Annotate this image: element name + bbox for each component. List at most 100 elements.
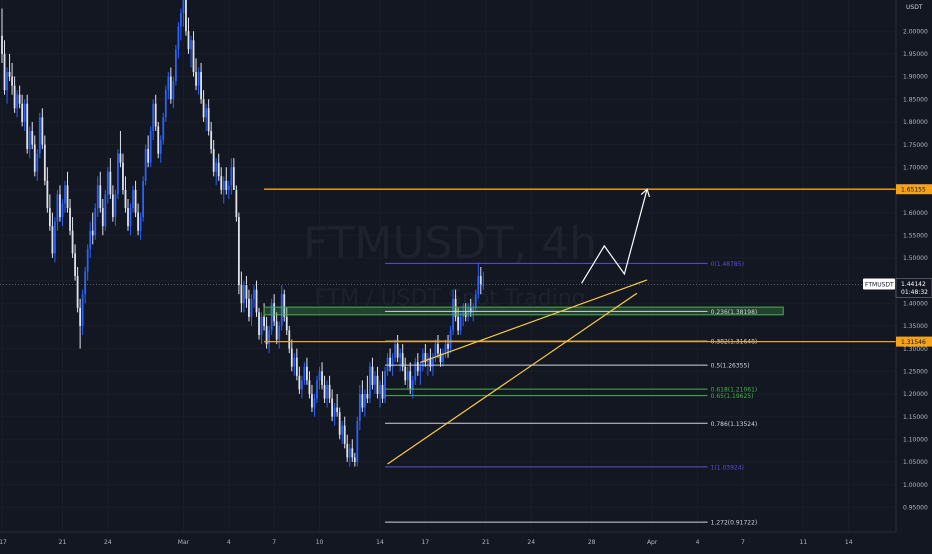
candle-body [331, 398, 334, 417]
time-tick-label: 7 [741, 539, 745, 546]
candle-body [250, 298, 253, 317]
candle [248, 289, 250, 322]
candle-body [84, 271, 87, 295]
candle-body [404, 366, 407, 381]
candle [6, 67, 8, 104]
candle-body [419, 366, 422, 372]
candle [28, 126, 31, 159]
candle [23, 99, 26, 131]
price-level-tag-bg [896, 336, 932, 347]
candle-body [416, 362, 419, 372]
candle-body [243, 285, 245, 304]
candle [381, 371, 384, 404]
fib-level-0.5[interactable]: 0.5(1.26355) [385, 363, 750, 370]
candle [31, 121, 34, 150]
candle [394, 339, 397, 363]
candle [182, 0, 185, 27]
projection-arrowhead[interactable] [640, 188, 651, 198]
fib-level-1[interactable]: 1(1.03924) [385, 464, 744, 471]
price-tick-label: 1.85000 [903, 96, 928, 103]
candle-body [333, 407, 336, 417]
projection-path[interactable] [581, 189, 648, 284]
wedge-upper-line[interactable] [420, 279, 648, 363]
candle-body [217, 162, 220, 177]
candle [185, 0, 187, 36]
candle-body [180, 13, 182, 27]
fib-level-0.786[interactable]: 0.786(1.13524) [385, 421, 757, 428]
symbol-tag-label: FTMUSDT [865, 281, 894, 288]
candle [439, 348, 442, 367]
candle-body [336, 407, 339, 413]
fib-level-1.272[interactable]: 1.272(0.91722) [385, 520, 757, 527]
time-tick-label: 24 [527, 539, 535, 546]
candle-body [268, 330, 271, 345]
candle [38, 112, 41, 159]
candle [174, 44, 177, 86]
price-tick-label: 2.00000 [903, 28, 928, 35]
fib-level-0[interactable]: 0(1.48785) [385, 261, 744, 268]
candle-body [361, 393, 364, 408]
candle-body [56, 194, 59, 222]
candle-body [164, 90, 167, 118]
candle-body [278, 325, 281, 340]
candle [162, 112, 165, 145]
price-tick-label: 1.15000 [903, 414, 928, 421]
candle [192, 31, 195, 77]
candle [288, 325, 291, 354]
symbol-tag-bg [863, 278, 895, 290]
price-level-tag-label: 1.31546 [901, 339, 926, 346]
symbol-tag[interactable]: FTMUSDT [863, 278, 895, 290]
candle-body [366, 393, 369, 399]
candle [74, 244, 76, 281]
wedge-lower-line[interactable] [387, 292, 638, 465]
price-level-tag[interactable]: 1.31546 [896, 336, 932, 347]
candle [326, 380, 328, 408]
candle-body [28, 130, 31, 150]
fib-level-0.65[interactable]: 0.65(1.19625) [385, 393, 753, 400]
candle [220, 167, 223, 195]
candle-body [409, 371, 412, 390]
price-axis[interactable]: USDT 2.00000 1.95000 1.90000 1.85000 1.80000 1… [863, 0, 932, 550]
candle [449, 325, 452, 354]
candle-body [192, 40, 195, 73]
price-level-tag[interactable]: 1.65155 [896, 184, 932, 195]
candle [389, 348, 391, 372]
fib-level-0.236[interactable]: 0.236(1.38198) [385, 309, 757, 316]
candle-body [182, 0, 185, 14]
candle-body [326, 384, 328, 399]
time-axis[interactable]: 17 21 24 Mar 4 7 10 14 17 21 24 28 Apr 4 7 11 14 [0, 531, 896, 550]
candle-body [66, 185, 69, 209]
candle [376, 366, 379, 399]
candle-body [394, 344, 397, 358]
candle-body [89, 230, 92, 249]
candle-body [215, 162, 218, 172]
fib-level-0.618[interactable]: 0.618(1.21061) [385, 387, 757, 394]
candle-body [157, 126, 160, 154]
drawings[interactable]: 0(1.48785)0.236(1.38198)0.382(1.31648)0.… [0, 188, 896, 527]
candle [313, 393, 316, 417]
candle-body [323, 384, 326, 399]
price-axis-bg [896, 0, 932, 550]
candle [401, 344, 404, 372]
candle-body [454, 298, 457, 317]
candle [3, 40, 6, 95]
bar-countdown-label: 01:48:32 [901, 289, 928, 296]
candle [356, 416, 359, 467]
candle-body [346, 443, 349, 458]
candle [429, 348, 432, 372]
candle-body [190, 40, 192, 50]
candle [318, 366, 321, 390]
candle [343, 416, 346, 449]
price-tick-label: 1.35000 [903, 323, 928, 330]
candle [54, 217, 56, 263]
candle-body [313, 398, 316, 408]
fib-label: 0.65(1.19625) [711, 393, 754, 400]
candle [139, 212, 142, 240]
candle-body [185, 0, 187, 32]
candle [308, 371, 311, 399]
candle [275, 312, 278, 345]
candle-body [212, 149, 215, 172]
